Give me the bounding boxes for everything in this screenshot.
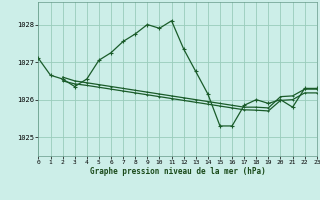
X-axis label: Graphe pression niveau de la mer (hPa): Graphe pression niveau de la mer (hPa) — [90, 167, 266, 176]
